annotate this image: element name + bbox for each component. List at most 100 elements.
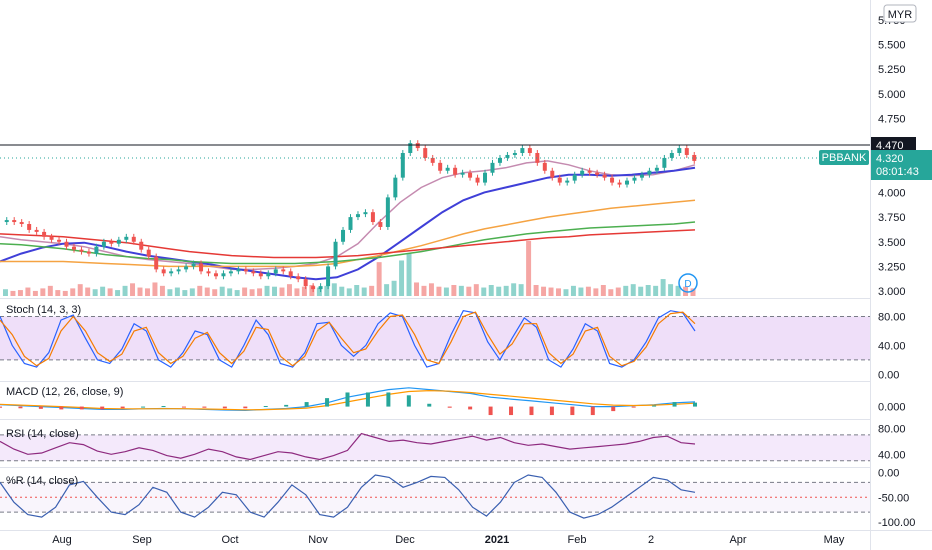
volume-bar bbox=[369, 285, 375, 296]
candle-body bbox=[445, 167, 450, 171]
volume-bar bbox=[122, 285, 128, 296]
currency-badge-label: MYR bbox=[888, 9, 913, 21]
resistance-price-label: 4.470 bbox=[871, 137, 916, 153]
volume-bar bbox=[526, 241, 532, 296]
macd-histogram-bar bbox=[263, 406, 268, 408]
rsi-pane-title: RSI (14, close) bbox=[6, 428, 79, 440]
indicator-line bbox=[0, 474, 696, 519]
volume-bar bbox=[234, 290, 240, 296]
moving-average-line bbox=[0, 221, 696, 265]
price-tick-label: 5.250 bbox=[878, 64, 906, 76]
volume-bar bbox=[354, 285, 360, 296]
volume-bar bbox=[638, 286, 644, 296]
indicator-tick-label: 80.00 bbox=[878, 423, 906, 435]
macd-histogram-bar bbox=[406, 395, 411, 407]
candle-body bbox=[692, 154, 697, 161]
macd-histogram-bar bbox=[345, 392, 350, 407]
candle-body bbox=[542, 162, 547, 171]
time-tick-label: May bbox=[824, 534, 845, 546]
volume-bar bbox=[391, 280, 397, 296]
indicator-axes[interactable]: 80.00 40.00 0.00 0.000 80.00 40.00 0.00 -50.00 -… bbox=[878, 311, 915, 529]
volume-bar bbox=[376, 262, 382, 296]
candle-body bbox=[49, 236, 54, 240]
volume-bar bbox=[115, 290, 121, 296]
volume-bar bbox=[249, 289, 255, 296]
price-tick-label: 3.500 bbox=[878, 237, 906, 249]
volume-bar bbox=[481, 287, 487, 296]
candle-body bbox=[430, 157, 435, 163]
volume-bar bbox=[279, 287, 285, 296]
candle-body bbox=[4, 220, 9, 223]
candle-body bbox=[236, 269, 241, 272]
price-tick-label: 5.500 bbox=[878, 40, 906, 52]
macd-histogram-bar bbox=[509, 406, 514, 416]
volume-bar bbox=[600, 285, 606, 296]
volume-bar bbox=[272, 286, 278, 296]
candle-body bbox=[497, 157, 502, 163]
candle-body bbox=[161, 269, 166, 274]
candle-body bbox=[348, 217, 353, 230]
volume-bar bbox=[62, 290, 68, 296]
candle-body bbox=[587, 170, 592, 173]
candle-body bbox=[154, 256, 159, 270]
volume-bar bbox=[346, 288, 352, 296]
candle-body bbox=[19, 222, 24, 225]
volume-bar bbox=[264, 285, 270, 296]
volume-bar bbox=[219, 286, 225, 296]
candle-body bbox=[42, 231, 47, 237]
candle-body bbox=[79, 249, 84, 252]
volume-bar bbox=[608, 289, 614, 296]
currency-badge[interactable]: MYR bbox=[883, 4, 917, 23]
candle-body bbox=[639, 174, 644, 178]
candle-body bbox=[303, 279, 308, 287]
candle-body bbox=[625, 180, 630, 185]
candle-body bbox=[326, 266, 331, 287]
volume-bar bbox=[615, 287, 621, 296]
macd-histogram-bar bbox=[0, 406, 2, 408]
volume-bar bbox=[294, 288, 300, 296]
dividend-event-marker[interactable]: D bbox=[678, 273, 698, 293]
macd-histogram-bar bbox=[222, 406, 227, 409]
volume-bar bbox=[399, 260, 405, 296]
volume-bar bbox=[675, 285, 681, 296]
time-tick-label: Nov bbox=[308, 534, 328, 546]
volume-bar bbox=[339, 286, 345, 296]
volume-bar bbox=[212, 289, 218, 296]
candle-body bbox=[146, 249, 151, 257]
candle-body bbox=[101, 241, 106, 247]
volume-bar bbox=[384, 284, 390, 296]
candle-body bbox=[535, 153, 540, 163]
indicator-tick-label: -50.00 bbox=[878, 492, 909, 504]
indicator-line bbox=[0, 310, 696, 368]
volume-bar bbox=[55, 290, 61, 296]
candle-body bbox=[34, 229, 39, 232]
candle-body bbox=[572, 174, 577, 181]
volume-bar bbox=[458, 285, 464, 296]
candle-body bbox=[677, 148, 682, 153]
candle-body bbox=[243, 269, 248, 272]
candle-body bbox=[408, 143, 413, 153]
candle-body bbox=[617, 182, 622, 185]
volume-bar bbox=[496, 286, 502, 296]
candle-body bbox=[139, 241, 144, 250]
candle-body bbox=[565, 180, 570, 183]
moving-average-line bbox=[0, 166, 696, 281]
volume-bar bbox=[451, 285, 457, 296]
candle-body bbox=[483, 172, 488, 183]
volume-bar bbox=[92, 289, 98, 296]
volume-bar bbox=[548, 287, 554, 296]
macd-histogram-bar bbox=[570, 406, 575, 416]
volume-bar bbox=[585, 286, 591, 296]
candle-body bbox=[281, 269, 286, 272]
volume-bar bbox=[541, 286, 547, 296]
candle-body bbox=[71, 246, 76, 250]
volume-bar bbox=[473, 284, 479, 296]
time-axis[interactable]: Aug Sep Oct Nov Dec 2021 Feb 2 Apr May bbox=[52, 534, 845, 546]
symbol-tag[interactable]: PBBANK bbox=[819, 150, 869, 165]
macd-histogram-bar bbox=[18, 406, 23, 409]
volume-bar bbox=[167, 289, 173, 296]
volume-bar bbox=[563, 289, 569, 296]
candle-body bbox=[363, 212, 368, 215]
band-layer bbox=[0, 315, 870, 513]
